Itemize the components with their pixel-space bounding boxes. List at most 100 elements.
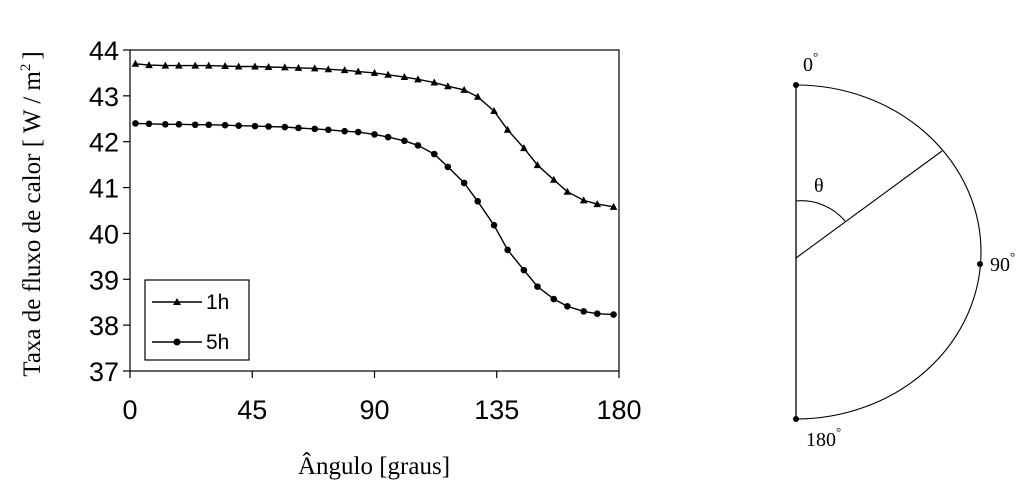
data-point-1h <box>490 106 498 114</box>
legend-box <box>144 279 250 361</box>
data-point-1h <box>563 187 572 195</box>
data-point-1h <box>550 175 558 183</box>
series-1h <box>131 59 618 210</box>
diagram-point-180 <box>793 416 799 422</box>
data-point-1h <box>191 61 199 69</box>
data-point-5h <box>444 163 452 171</box>
diagram-radius <box>795 150 943 259</box>
data-point-1h <box>354 67 362 75</box>
data-point-1h <box>430 78 439 86</box>
data-point-1h <box>473 92 482 100</box>
data-point-5h <box>520 266 528 274</box>
data-point-5h <box>550 295 558 303</box>
data-point-5h <box>325 126 332 134</box>
y-tick-label: 44 <box>89 36 119 66</box>
data-point-1h <box>161 61 170 69</box>
data-point-5h <box>564 303 571 310</box>
data-point-5h <box>251 122 259 130</box>
data-point-5h <box>414 142 422 149</box>
series-layer <box>131 59 618 318</box>
data-point-1h <box>370 68 379 76</box>
data-point-1h <box>400 73 409 81</box>
data-point-5h <box>221 121 229 129</box>
data-point-1h <box>145 61 153 69</box>
data-point-5h <box>371 131 378 138</box>
data-point-5h <box>295 124 302 132</box>
data-point-1h <box>384 70 392 78</box>
y-tick-label: 38 <box>89 311 119 341</box>
data-point-1h <box>503 125 512 133</box>
diagram-label-180: 180° <box>806 424 841 451</box>
diagram-label-0-value: 0 <box>803 54 813 76</box>
data-point-1h <box>234 62 243 70</box>
data-point-1h <box>251 62 259 70</box>
data-point-5h <box>281 123 289 131</box>
data-point-5h <box>354 128 362 136</box>
data-point-5h <box>580 308 587 315</box>
data-point-1h <box>310 64 319 72</box>
data-point-1h <box>324 65 333 73</box>
legend-label-5h: 5h <box>206 331 229 354</box>
data-point-1h <box>520 144 528 152</box>
y-tick-label: 37 <box>89 357 119 387</box>
data-point-1h <box>579 196 588 204</box>
data-point-5h <box>132 120 139 127</box>
data-point-5h <box>593 310 601 317</box>
x-tick-labels: 0 45 90 135 180 <box>122 395 641 425</box>
data-point-5h <box>384 133 392 141</box>
diagram-label-90-value: 90 <box>990 254 1010 276</box>
y-axis-title: Taxa de fluxo de calor [ W / m2] <box>18 51 46 376</box>
x-tick-label: 135 <box>474 395 519 425</box>
legend-marker-5h <box>173 338 181 346</box>
data-point-1h <box>533 161 542 169</box>
x-axis-title: Ângulo [graus] <box>298 452 450 480</box>
series-5h <box>132 120 617 318</box>
y-axis-title-superscript: 2 <box>18 64 34 72</box>
diagram-label-180-value: 180 <box>806 429 836 451</box>
y-tick-label: 41 <box>89 174 119 204</box>
y-axis-title-end: ] <box>19 51 46 59</box>
chart: 37 38 39 40 41 42 43 44 0 45 90 135 180 Ângulo [gra… <box>18 36 642 480</box>
legend-marker-1h <box>173 298 181 305</box>
legend: 1h 5h <box>144 279 250 361</box>
diagram-label-90-degree: ° <box>1010 249 1015 264</box>
y-tick-label: 43 <box>89 82 119 112</box>
x-tick-label: 45 <box>237 395 267 425</box>
data-point-1h <box>340 66 349 74</box>
data-point-1h <box>593 200 602 208</box>
data-point-5h <box>162 120 169 128</box>
y-axis-title-main: Taxa de fluxo de calor [ W / m <box>19 71 46 377</box>
data-point-5h <box>534 283 541 290</box>
x-tick-label: 180 <box>596 395 641 425</box>
data-point-1h <box>204 61 213 69</box>
data-point-1h <box>221 62 229 70</box>
data-point-5h <box>191 121 199 129</box>
x-tick-label: 90 <box>359 395 389 425</box>
angle-diagram: 0° 90° 180° θ <box>793 49 1015 451</box>
diagram-theta-arc <box>795 200 846 222</box>
data-point-1h <box>131 59 140 67</box>
data-point-1h <box>460 85 468 93</box>
data-point-5h <box>311 125 319 133</box>
diagram-point-0 <box>793 82 799 88</box>
data-point-5h <box>145 120 153 128</box>
data-point-5h <box>265 123 272 130</box>
x-tick-marks <box>129 371 620 378</box>
diagram-label-0-degree: ° <box>813 49 818 64</box>
y-tick-label: 42 <box>89 128 119 158</box>
data-point-5h <box>610 311 617 318</box>
data-point-5h <box>401 137 408 145</box>
data-point-5h <box>205 121 213 129</box>
diagram-label-180-degree: ° <box>836 424 841 439</box>
data-point-5h <box>460 179 468 187</box>
data-point-5h <box>430 150 438 158</box>
diagram-point-90 <box>977 261 983 267</box>
data-point-5h <box>175 120 183 128</box>
data-point-5h <box>235 122 242 129</box>
y-tick-label: 40 <box>89 219 119 249</box>
legend-label-1h: 1h <box>206 291 229 314</box>
data-point-5h <box>341 127 348 135</box>
y-tick-marks <box>123 49 130 372</box>
data-point-5h <box>504 246 511 254</box>
data-point-1h <box>264 62 273 70</box>
